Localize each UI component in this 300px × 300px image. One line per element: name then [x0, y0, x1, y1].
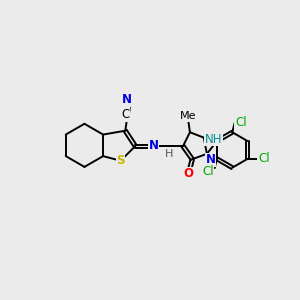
Text: Me: Me: [180, 111, 197, 121]
Text: Cl: Cl: [202, 165, 214, 178]
Text: Me: Me: [180, 112, 197, 122]
Text: NH: NH: [205, 133, 223, 146]
Text: Cl: Cl: [258, 152, 270, 165]
Text: N: N: [149, 139, 159, 152]
Text: H: H: [165, 149, 173, 159]
Text: N: N: [122, 93, 132, 106]
Text: N: N: [206, 154, 216, 166]
Text: O: O: [183, 167, 194, 180]
Text: C: C: [121, 108, 129, 121]
Text: S: S: [116, 154, 125, 167]
Text: Cl: Cl: [235, 116, 247, 129]
